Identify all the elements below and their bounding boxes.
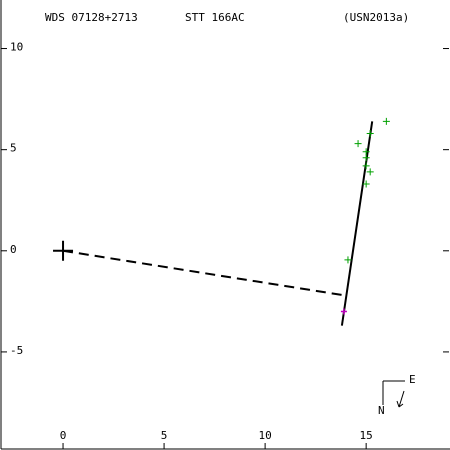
observation <box>354 140 362 148</box>
compass-north: N <box>378 404 385 417</box>
primary-star <box>53 240 74 261</box>
reference: (USN2013a) <box>343 11 409 24</box>
observation <box>366 129 374 137</box>
predicted-position <box>340 308 347 315</box>
x-tick-label: 0 <box>60 429 67 442</box>
y-tick-label: -5 <box>10 344 23 357</box>
y-tick-label: 5 <box>10 142 17 155</box>
x-tick-label: 15 <box>360 429 373 442</box>
orbit-line <box>340 121 374 326</box>
y-tick-label: 0 <box>10 243 17 256</box>
observation <box>382 117 390 125</box>
observation <box>362 162 370 170</box>
observation <box>362 154 370 162</box>
wds-id: WDS 07128+2713 <box>45 11 138 24</box>
pair-name: STT 166AC <box>185 11 245 24</box>
observation <box>344 256 352 264</box>
compass-east: E <box>409 373 416 386</box>
x-tick-label: 5 <box>161 429 168 442</box>
observation <box>366 168 374 176</box>
observation <box>362 180 370 188</box>
compass-arrow <box>396 390 405 408</box>
y-tick-label: 10 <box>10 41 23 54</box>
x-tick-label: 10 <box>258 429 271 442</box>
compass <box>382 380 405 408</box>
observation <box>362 148 370 156</box>
